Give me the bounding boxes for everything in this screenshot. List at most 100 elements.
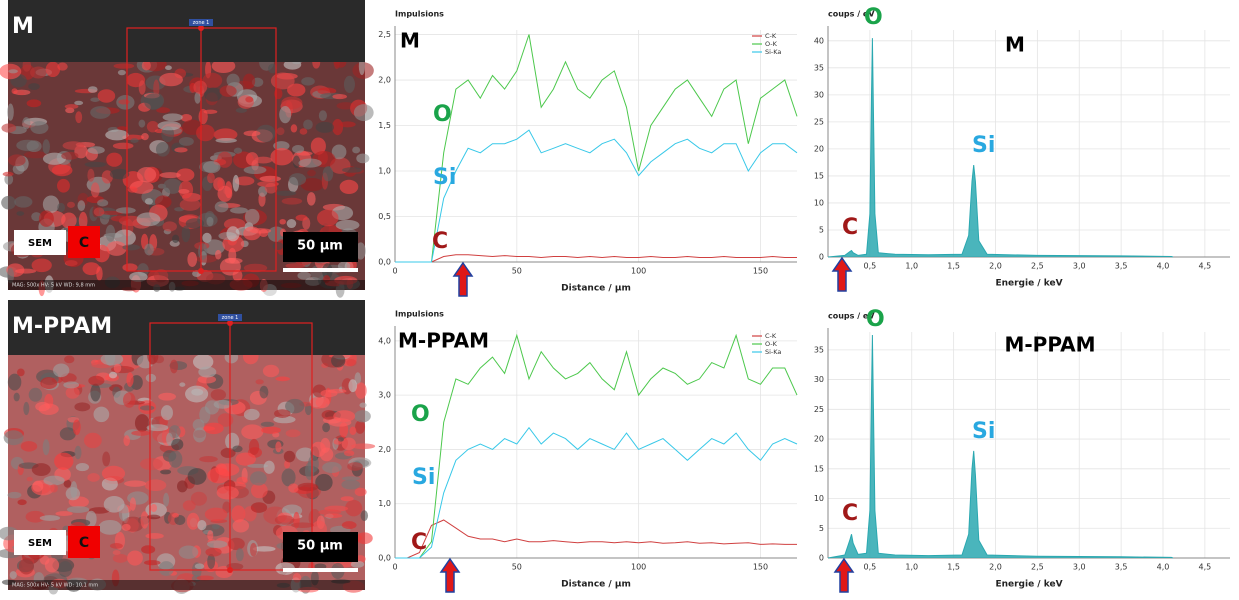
texture <box>103 495 125 513</box>
texture <box>226 73 240 88</box>
texture <box>150 503 158 513</box>
texture <box>90 97 100 102</box>
texture <box>260 421 275 427</box>
scale-bar <box>283 268 358 272</box>
y-tick-label: 3,0 <box>378 391 391 400</box>
pointer-arrow <box>831 256 853 292</box>
texture <box>337 437 344 442</box>
texture <box>109 543 123 549</box>
texture <box>72 419 81 436</box>
texture <box>87 146 105 154</box>
texture <box>163 492 170 507</box>
texture <box>131 430 151 436</box>
texture <box>136 167 157 183</box>
element-label: C <box>79 235 89 251</box>
y-tick-label: 5 <box>819 225 824 234</box>
texture <box>166 432 173 446</box>
x-tick-label: 2,5 <box>1031 262 1044 271</box>
texture <box>74 100 84 106</box>
texture <box>97 89 116 103</box>
texture <box>196 575 214 581</box>
texture <box>217 413 234 427</box>
texture <box>144 243 154 256</box>
texture <box>127 186 138 193</box>
x-axis-label: Distance / µm <box>561 284 631 294</box>
texture <box>353 104 374 122</box>
texture <box>87 168 95 182</box>
texture <box>153 268 169 283</box>
texture <box>141 133 149 141</box>
x-tick-label: 0 <box>392 267 397 276</box>
y-tick-label: 0,0 <box>378 554 391 563</box>
y-tick-label: 1,5 <box>378 121 391 130</box>
texture <box>115 207 136 214</box>
y-tick-label: 20 <box>814 435 824 444</box>
texture <box>297 482 319 492</box>
texture <box>355 420 366 434</box>
texture <box>108 371 118 379</box>
texture <box>140 405 155 411</box>
texture <box>197 520 207 531</box>
profile-line <box>395 519 797 559</box>
texture <box>354 487 367 497</box>
texture <box>18 558 34 575</box>
texture <box>162 221 177 232</box>
texture <box>292 145 305 154</box>
texture <box>1 123 17 133</box>
texture <box>234 176 255 186</box>
x-axis-label: Energie / keV <box>995 580 1062 590</box>
texture <box>273 141 290 151</box>
x-tick-label: 4,5 <box>1199 262 1212 271</box>
element-box <box>68 226 100 258</box>
texture <box>42 139 50 155</box>
texture <box>162 113 183 122</box>
element-label: C <box>79 535 89 551</box>
texture <box>230 207 248 214</box>
texture <box>192 419 205 431</box>
scale-box <box>283 232 358 262</box>
texture <box>45 61 61 78</box>
texture <box>61 212 77 229</box>
texture <box>236 476 248 485</box>
texture <box>138 80 146 95</box>
legend-label: C-K <box>765 332 777 340</box>
texture <box>217 151 233 168</box>
texture <box>43 475 65 486</box>
zone-label: zone 1 <box>222 315 239 321</box>
x-tick-label: 50 <box>512 563 522 572</box>
element-annotation: O <box>866 307 885 332</box>
texture <box>93 406 110 423</box>
texture <box>281 96 303 110</box>
y-tick-label: 2,0 <box>378 445 391 454</box>
texture <box>7 491 22 499</box>
texture <box>215 138 237 143</box>
texture <box>129 497 136 511</box>
texture <box>226 226 240 242</box>
x-tick-label: 3,0 <box>1073 262 1086 271</box>
texture <box>15 268 37 274</box>
texture <box>4 173 14 185</box>
texture <box>28 83 40 90</box>
spectrum-area <box>827 334 1174 559</box>
element-annotation: C <box>842 501 858 526</box>
y-axis-label: Impulsions <box>395 310 444 319</box>
texture <box>250 482 268 499</box>
texture <box>233 147 243 154</box>
texture <box>118 99 130 105</box>
y-axis-label: Impulsions <box>395 10 444 19</box>
texture <box>213 399 232 409</box>
texture <box>341 521 357 530</box>
x-axis-label: Energie / keV <box>995 279 1062 289</box>
y-axis-label: coups / eV <box>828 10 875 19</box>
texture <box>257 181 279 188</box>
texture <box>247 463 269 468</box>
scale-label: 50 µm <box>297 539 343 554</box>
texture <box>244 208 260 225</box>
texture <box>210 389 227 401</box>
y-tick-label: 25 <box>814 117 824 126</box>
texture <box>352 146 361 154</box>
y-axis-label: coups / eV <box>828 312 875 321</box>
texture <box>31 463 51 476</box>
texture <box>310 137 326 155</box>
